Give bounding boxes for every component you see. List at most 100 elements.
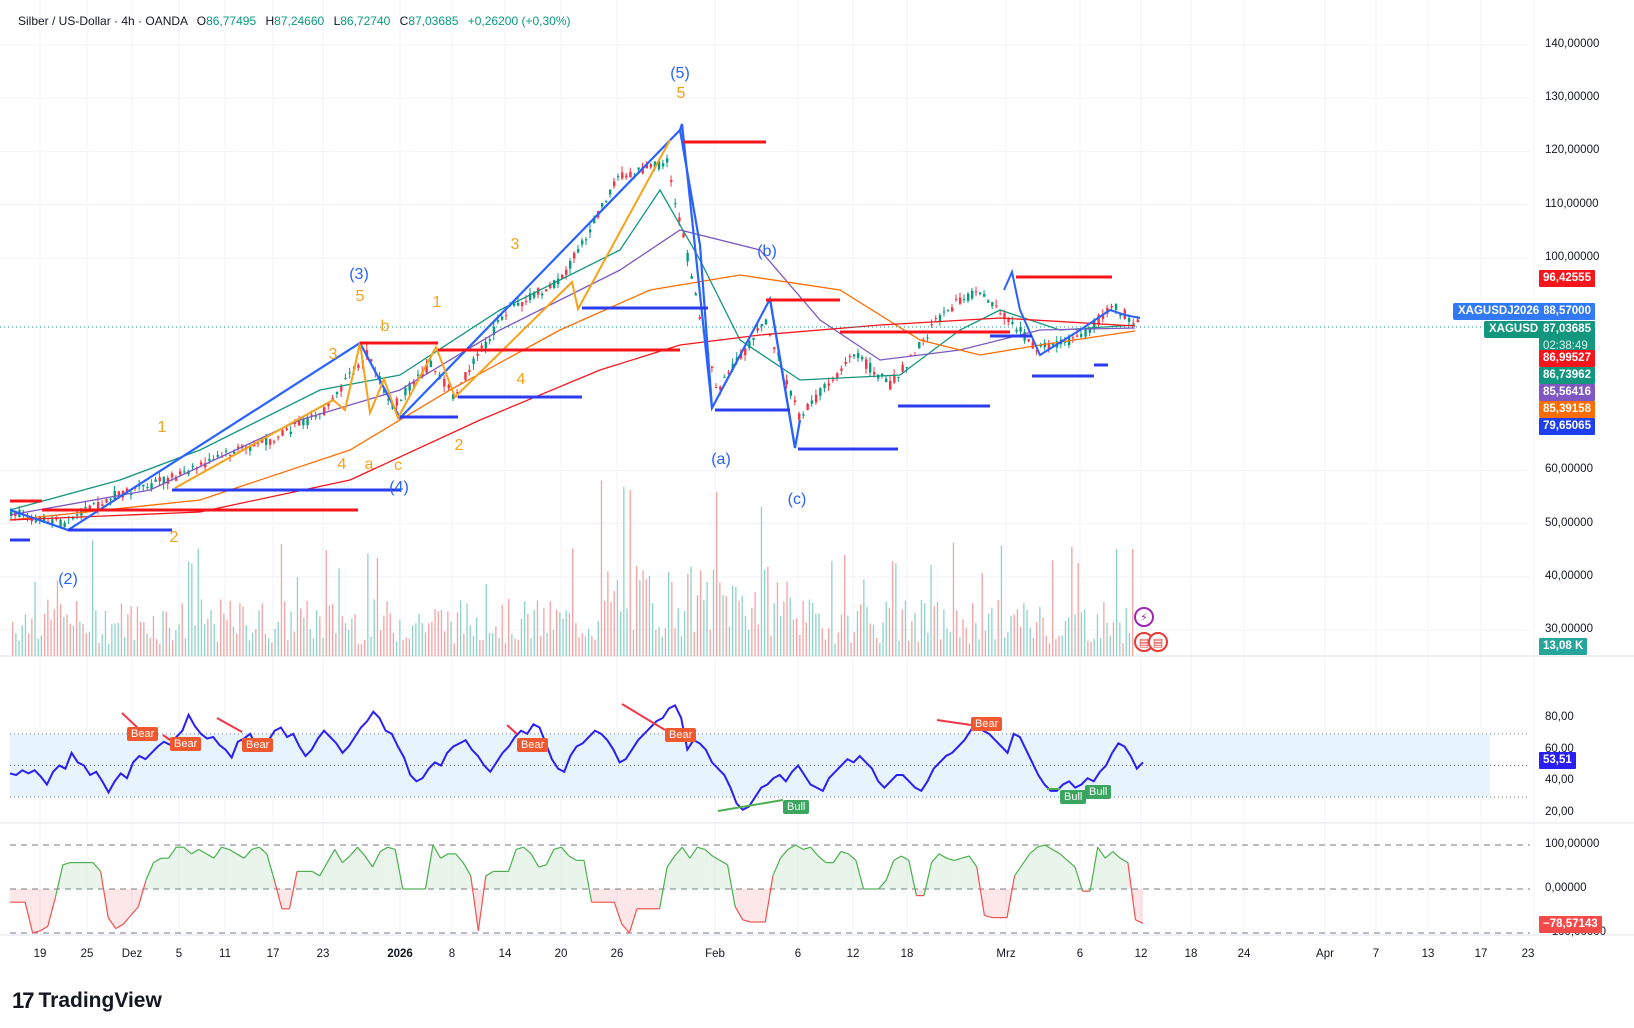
candle-body: [897, 376, 900, 378]
osc-area: [10, 889, 18, 903]
osc-line-segment: [236, 853, 245, 859]
volume-bar: [207, 619, 209, 656]
osc-line-segment: [885, 860, 895, 881]
volume-bar: [741, 596, 743, 656]
volume-bar: [863, 579, 865, 656]
candle-body: [541, 293, 544, 296]
price-tag-value: 86,99527: [1543, 352, 1591, 364]
volume-bar: [319, 616, 321, 656]
osc-line-segment: [515, 846, 524, 850]
candle-body: [637, 167, 640, 170]
candle-body: [861, 356, 864, 360]
candle-body: [857, 352, 860, 358]
candle-body: [549, 283, 552, 288]
price-axis-tick: 130,00000: [1545, 91, 1600, 104]
candle-body: [715, 386, 718, 388]
volume-bar: [498, 637, 500, 656]
volume-bar: [408, 638, 411, 656]
osc-line-segment: [666, 855, 676, 868]
osc-area: [825, 862, 834, 889]
candle-body: [881, 373, 884, 376]
volume-bar: [466, 603, 468, 656]
tradingview-logo-icon: 17: [12, 988, 35, 1013]
volume-bar: [716, 492, 718, 656]
volume-bar: [108, 643, 110, 656]
volume-bar: [911, 621, 913, 656]
volume-bar: [658, 627, 660, 656]
volume-bar: [284, 601, 286, 656]
osc-area: [229, 849, 237, 889]
volume-bar: [968, 643, 971, 656]
candle-body: [951, 307, 954, 312]
osc-line-segment: [787, 844, 796, 850]
volume-bar: [191, 563, 193, 656]
volume-bar: [165, 611, 167, 656]
osc-area: [281, 889, 290, 909]
volume-bar: [405, 637, 407, 656]
time-axis-tick: Apr: [1316, 948, 1334, 960]
volume-bar: [226, 620, 228, 656]
osc-line-segment: [523, 846, 532, 855]
osc-line-segment: [92, 862, 102, 872]
candle-body: [1031, 342, 1034, 349]
candle-body: [273, 441, 276, 443]
candle-body: [425, 364, 428, 373]
candle-body: [694, 293, 697, 296]
time-axis-tick: 19: [33, 948, 47, 960]
osc-line-segment: [961, 855, 970, 859]
osc-area: [1029, 847, 1038, 889]
volume-bar: [1032, 637, 1035, 656]
osc-line-segment: [802, 846, 811, 850]
osc-area: [561, 847, 569, 889]
volume-bar: [543, 608, 545, 656]
tradingview-logo[interactable]: 17 TradingView: [12, 988, 162, 1014]
volume-bar: [437, 611, 439, 656]
volume-bar: [274, 628, 276, 656]
osc-area: [757, 889, 766, 922]
candle-body: [649, 164, 653, 168]
volume-bar: [786, 581, 788, 656]
low-label: L: [333, 14, 341, 28]
volume-bar: [888, 607, 891, 656]
us-flag-icon[interactable]: ▤: [1148, 632, 1168, 652]
volume-bar: [722, 595, 724, 656]
wave-label: (3): [349, 266, 369, 283]
volume-bar: [444, 631, 446, 656]
osc-line-segment: [893, 855, 902, 861]
candle-body: [641, 166, 644, 174]
osc-line-segment: [356, 846, 366, 857]
volume-bar: [463, 633, 465, 656]
volume-bar: [952, 542, 955, 656]
candle-body: [955, 298, 958, 300]
candle-body: [174, 477, 178, 481]
osc-area: [742, 889, 751, 922]
osc-area: [319, 862, 328, 889]
osc-line-segment: [984, 914, 993, 919]
osc-line-segment: [39, 925, 49, 932]
volume-bar: [312, 638, 315, 656]
osc-area: [991, 889, 1000, 918]
candle-body: [96, 502, 100, 509]
candle-body: [710, 366, 714, 368]
volume-bar: [767, 566, 769, 656]
osc-line-segment: [334, 849, 343, 863]
volume-bar: [1100, 638, 1102, 656]
candle-body: [88, 505, 91, 510]
candle-body: [456, 392, 459, 394]
price-axis-tick: 60,00000: [1545, 463, 1593, 476]
volume-bar: [1010, 615, 1012, 656]
volume-bar: [1074, 614, 1076, 656]
wave-label: (c): [787, 491, 807, 508]
candle-body: [613, 181, 616, 187]
volume-bar: [828, 628, 830, 656]
wave-label: (a): [711, 451, 731, 468]
osc-area: [62, 862, 71, 889]
lightning-icon[interactable]: ⚡: [1134, 607, 1154, 627]
candle-body: [806, 403, 809, 410]
volume-bar: [482, 639, 484, 656]
osc-line-segment: [507, 849, 517, 872]
candle-body: [452, 394, 455, 399]
osc-line-segment: [387, 846, 396, 850]
candle-body: [1084, 328, 1087, 337]
